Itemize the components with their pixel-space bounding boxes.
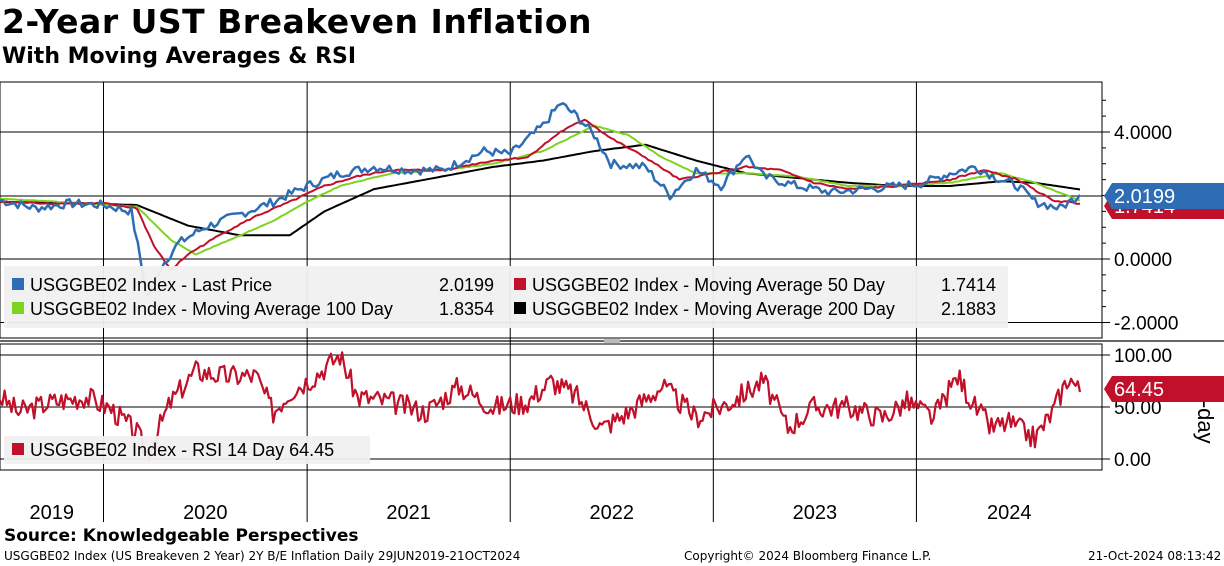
- badge-rsi-value-bg: [1104, 376, 1224, 402]
- rsi-y-tick-label: 50.00: [1114, 398, 1162, 419]
- x-tick-label: 2020: [183, 502, 228, 524]
- footer-security-info: USGGBE02 Index (US Breakeven 2 Year) 2Y …: [4, 549, 521, 563]
- series-last-price-line: [0, 102, 1082, 298]
- price-legend-box: [4, 266, 1008, 328]
- legend-rsi-label: USGGBE02 Index - RSI 14 Day 64.45: [30, 440, 334, 460]
- price-y-tick-label: 4.0000: [1114, 123, 1172, 144]
- x-tick-label: 2019: [29, 502, 74, 524]
- footer-timestamp: 21-Oct-2024 08:13:42: [1088, 549, 1222, 563]
- rsi-series-group: [0, 351, 1082, 461]
- legend-series-name: USGGBE02 Index - Moving Average 50 Day: [532, 275, 885, 295]
- source-note: Source: Knowledgeable Perspectives: [4, 526, 359, 546]
- x-tick-label: 2023: [793, 502, 838, 524]
- badge-rsi-value: 64.45: [1114, 379, 1164, 401]
- price-series-group: [0, 102, 1082, 298]
- legend-swatch: [12, 443, 24, 455]
- x-tick-label: 2021: [386, 502, 431, 524]
- price-y-tick-label: 0.0000: [1114, 250, 1172, 271]
- legend-series-value: 1.7414: [941, 275, 996, 295]
- chart-title: 2-Year UST Breakeven Inflation: [2, 2, 593, 41]
- legend-series-name: USGGBE02 Index - Moving Average 200 Day: [532, 299, 895, 319]
- legend-series-name: USGGBE02 Index - Last Price: [30, 275, 272, 295]
- legend-swatch: [514, 302, 526, 314]
- badge-last-price-value-bg: [1104, 183, 1224, 209]
- legend-swatch: [12, 278, 24, 290]
- rsi-y-tick-label: 100.00: [1114, 346, 1172, 367]
- legend-swatch: [12, 302, 24, 314]
- footer-copyright: Copyright© 2024 Bloomberg Finance L.P.: [684, 549, 932, 563]
- rsi-legend-box: [4, 436, 370, 464]
- chart-subtitle: With Moving Averages & RSI: [2, 44, 357, 69]
- series-rsi-line: [0, 351, 1082, 461]
- legend-series-value: 1.8354: [439, 299, 494, 319]
- rsi-y-tick-label: 0.00: [1114, 450, 1151, 471]
- series-ma50-line: [0, 118, 1081, 272]
- x-tick-label: 2022: [590, 502, 635, 524]
- legend-series-value: 2.1883: [941, 299, 996, 319]
- badge-last-price-value: 2.0199: [1114, 186, 1175, 208]
- legend-series-value: 2.0199: [439, 275, 494, 295]
- legend-series-name: USGGBE02 Index - Moving Average 100 Day: [30, 299, 393, 319]
- legend-swatch: [514, 278, 526, 290]
- x-tick-label: 2024: [987, 502, 1032, 524]
- price-y-tick-label: -2.0000: [1114, 314, 1178, 335]
